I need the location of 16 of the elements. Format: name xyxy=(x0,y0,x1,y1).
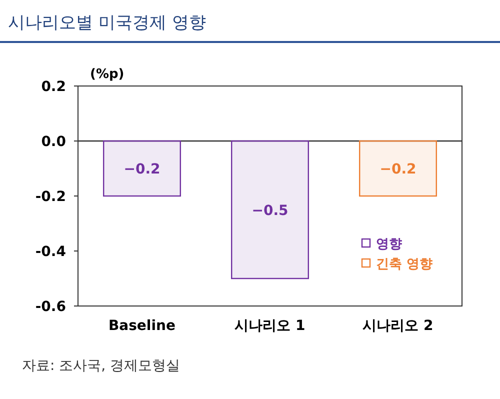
x-tick-label: 시나리오 2 xyxy=(362,318,434,334)
y-tick-label: -0.2 xyxy=(35,189,66,205)
y-tick-label: -0.4 xyxy=(35,244,66,260)
x-tick-label: Baseline xyxy=(108,318,176,334)
y-tick-label: 0.2 xyxy=(41,79,66,95)
y-axis-title: (%p) xyxy=(90,67,124,82)
data-label: −0.2 xyxy=(124,162,160,178)
y-tick-label: 0.0 xyxy=(41,134,66,150)
legend-label: 긴축 영향 xyxy=(376,257,433,272)
legend-label: 영향 xyxy=(376,237,402,252)
data-label: −0.2 xyxy=(380,162,416,178)
text: 자료: 조사국, 경제모형실 xyxy=(22,358,180,374)
chart-title: 시나리오별 미국경제 영향 xyxy=(8,13,206,33)
x-tick-label: 시나리오 1 xyxy=(234,318,306,334)
y-tick-label: -0.6 xyxy=(35,299,66,315)
data-label: −0.5 xyxy=(252,202,288,219)
